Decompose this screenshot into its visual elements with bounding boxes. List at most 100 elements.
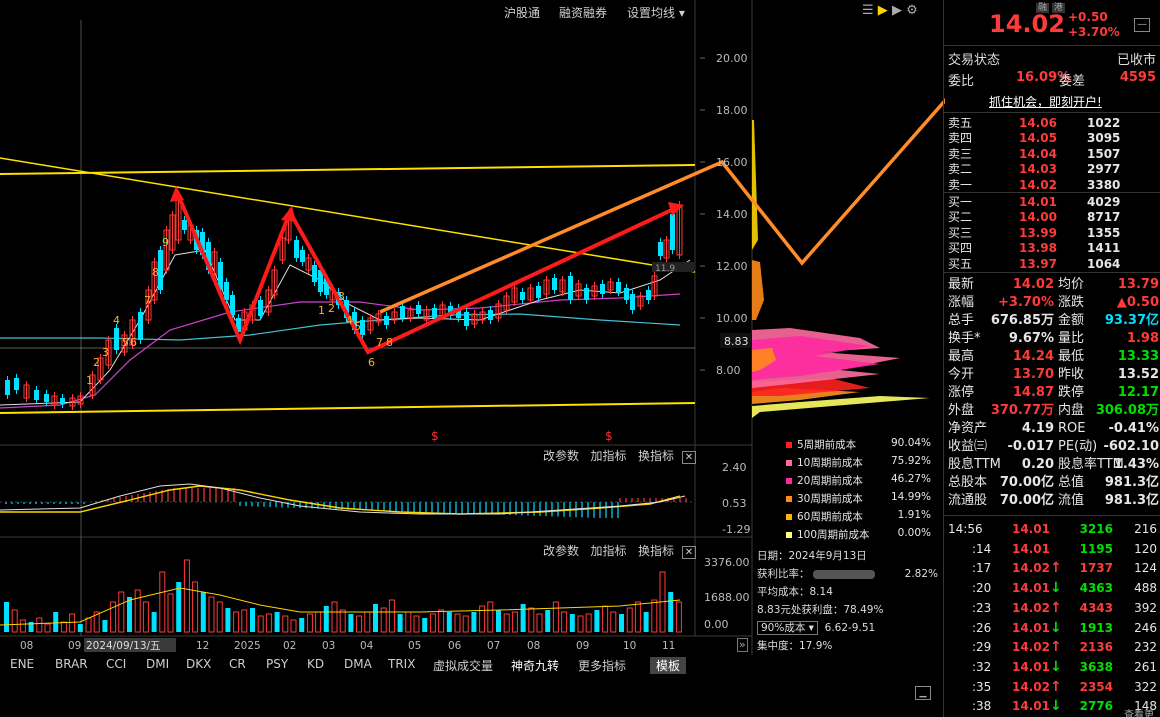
book-row[interactable]: 卖五 14.06 1022 bbox=[944, 116, 1160, 131]
tick-count: 124 bbox=[1134, 561, 1157, 576]
candle-body bbox=[300, 250, 305, 262]
stat-value: 370.77万 bbox=[990, 403, 1054, 418]
volume-bar bbox=[167, 593, 174, 633]
volume-bar bbox=[397, 614, 403, 632]
candle-body bbox=[543, 279, 550, 295]
candle-body bbox=[616, 282, 621, 292]
candle-body bbox=[384, 316, 389, 325]
last-price-label: 11.9 bbox=[655, 264, 675, 274]
tab-13[interactable]: 更多指标 bbox=[578, 659, 627, 673]
tab-12[interactable]: 神奇九转 bbox=[511, 659, 560, 673]
stat-label: 跌停 bbox=[1058, 385, 1085, 400]
book-label: 买三 bbox=[948, 225, 973, 240]
open-account-link[interactable]: 抓住机会，即刻开户! bbox=[989, 95, 1102, 109]
tab-14[interactable]: 模板 bbox=[650, 657, 687, 674]
tab-9[interactable]: DMA bbox=[344, 657, 372, 671]
candle-body bbox=[105, 339, 112, 366]
cost-select[interactable]: 90%成本 ▾ bbox=[757, 621, 818, 635]
stat-row: 总股本 70.00亿 总值 981.3亿 bbox=[944, 474, 1160, 492]
stat-label: 股息率TTM bbox=[1058, 457, 1124, 472]
tick-vol: 4363 bbox=[1079, 581, 1113, 596]
add-indicator-button[interactable]: 加指标 bbox=[590, 544, 627, 558]
date-tick-label: 02 bbox=[283, 640, 296, 652]
candle-body bbox=[575, 283, 582, 297]
stat-row: 收益㈢ -0.017 PE(动) -602.10 bbox=[944, 438, 1160, 456]
close-icon[interactable]: ✕ bbox=[681, 546, 697, 559]
stat-value: 13.33 bbox=[1117, 349, 1159, 364]
tab-11[interactable]: 虚拟成交量 bbox=[433, 659, 494, 673]
book-row[interactable]: 买四 13.98 1411 bbox=[944, 241, 1160, 256]
toolbar-icons[interactable]: ☰ ▶ ▶ ⚙ bbox=[862, 3, 918, 18]
ma-settings-link[interactable]: 设置均线 ▾ bbox=[627, 6, 685, 20]
book-row[interactable]: 买一 14.01 4029 bbox=[944, 195, 1160, 210]
badges: 融 港 bbox=[1036, 3, 1065, 13]
book-row[interactable]: 卖一 14.02 3380 bbox=[944, 178, 1160, 193]
tick-row: :14 14.01 1195 120 bbox=[944, 540, 1160, 558]
params-button[interactable]: 改参数 bbox=[543, 449, 580, 463]
candle-body bbox=[69, 397, 76, 407]
volume-bar bbox=[585, 613, 592, 633]
book-price: 14.05 bbox=[1019, 131, 1057, 146]
legend-label: 20周期前成本 bbox=[797, 475, 863, 487]
date-tick-label: 11 bbox=[662, 640, 675, 652]
minimize-icon[interactable]: ▁ bbox=[915, 686, 931, 700]
swap-indicator-button[interactable]: 换指标 bbox=[637, 544, 674, 558]
tab-10[interactable]: TRIX bbox=[388, 657, 416, 671]
margin-link[interactable]: 融资融券 bbox=[559, 6, 608, 20]
close-icon[interactable]: ✕ bbox=[681, 451, 697, 464]
tab-7[interactable]: PSY bbox=[266, 657, 289, 671]
hk-connect-link[interactable]: 沪股通 bbox=[504, 6, 541, 20]
legend-pct: 1.91% bbox=[897, 509, 931, 521]
tick-vol: 4343 bbox=[1079, 600, 1113, 615]
volume-bar bbox=[250, 608, 255, 632]
candle-body bbox=[488, 310, 493, 320]
legend-label: 30周期前成本 bbox=[797, 493, 863, 505]
change: +0.50 bbox=[1068, 10, 1108, 24]
tab-6[interactable]: CR bbox=[229, 657, 246, 671]
volume-panel bbox=[0, 559, 682, 633]
candle-body bbox=[224, 282, 229, 300]
book-row[interactable]: 买二 14.00 8717 bbox=[944, 210, 1160, 225]
legend-pct: 46.27% bbox=[891, 473, 932, 485]
book-price: 14.03 bbox=[1019, 162, 1057, 177]
concentration: 集中度：17.9% bbox=[757, 640, 833, 652]
expand-icon[interactable]: » bbox=[737, 638, 748, 652]
date-tick-label: 10 bbox=[623, 640, 636, 652]
stat-value: 14.87 bbox=[1012, 385, 1054, 400]
book-row[interactable]: 买五 13.97 1064 bbox=[944, 257, 1160, 272]
tab-2[interactable]: BRAR bbox=[55, 657, 88, 671]
tab-1[interactable]: ENE bbox=[10, 657, 35, 671]
book-row[interactable]: 买三 13.99 1355 bbox=[944, 226, 1160, 241]
macd-tick-label: -1.29 bbox=[722, 523, 750, 536]
book-label: 卖四 bbox=[948, 131, 973, 146]
tab-4[interactable]: DMI bbox=[146, 657, 170, 671]
params-button[interactable]: 改参数 bbox=[543, 544, 580, 558]
price-axis: 20.00 18.00 16.00 14.00 12.00 10.00 8.00 bbox=[700, 52, 748, 377]
date-tick-label: 12 bbox=[196, 640, 209, 652]
collapse-icon[interactable]: — bbox=[1134, 18, 1150, 32]
tab-8[interactable]: KD bbox=[307, 657, 325, 671]
legend-pct: 90.04% bbox=[891, 437, 932, 449]
book-row[interactable]: 卖四 14.05 3095 bbox=[944, 131, 1160, 146]
more-link[interactable]: 查看更多 bbox=[1124, 710, 1154, 717]
candle-body bbox=[97, 357, 104, 381]
book-row[interactable]: 卖二 14.03 2977 bbox=[944, 162, 1160, 177]
candle-body bbox=[129, 319, 136, 346]
candle-body bbox=[14, 378, 19, 390]
tick-count: 261 bbox=[1134, 659, 1157, 674]
swap-indicator-button[interactable]: 换指标 bbox=[637, 449, 674, 463]
tab-3[interactable]: CCI bbox=[106, 657, 127, 671]
cost-legend-row: 30周期前成本 14.99% bbox=[786, 491, 931, 506]
add-indicator-button[interactable]: 加指标 bbox=[590, 449, 627, 463]
tick-time: :23 bbox=[972, 600, 992, 615]
tick-row: :23 14.02 ↑ 4343 392 bbox=[944, 599, 1160, 617]
nine-turn-label: 6 bbox=[368, 356, 375, 369]
tab-5[interactable]: DKX bbox=[186, 657, 212, 671]
volume-bar bbox=[93, 611, 100, 633]
tick-arrow-icon: ↑ bbox=[1050, 560, 1062, 577]
volume-bar bbox=[60, 621, 67, 633]
tick-count: 216 bbox=[1134, 522, 1157, 536]
volume-bar bbox=[118, 591, 125, 633]
book-row[interactable]: 卖三 14.04 1507 bbox=[944, 147, 1160, 162]
